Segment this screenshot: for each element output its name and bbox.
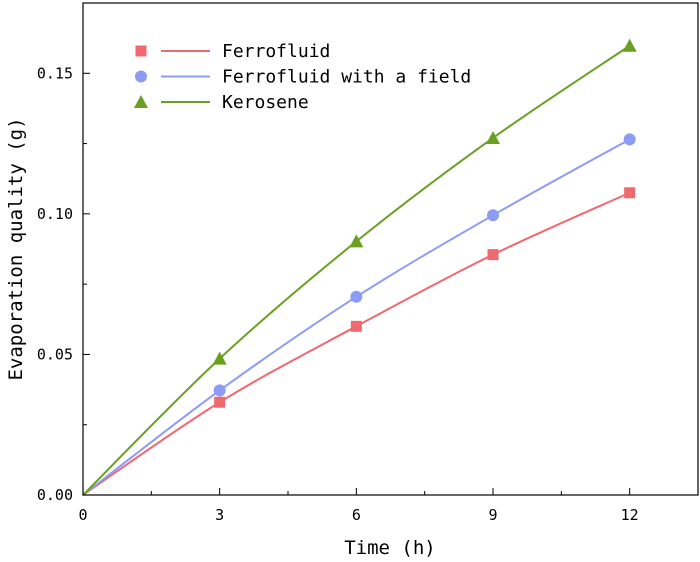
legend-label: Ferrofluid <box>222 41 330 62</box>
x-axis-label: Time (h) <box>344 537 436 559</box>
data-point <box>622 38 637 52</box>
legend-label: Kerosene <box>222 92 309 113</box>
legend-marker <box>135 45 147 57</box>
data-point <box>624 187 636 199</box>
x-tick-label: 9 <box>488 506 497 524</box>
series-layer <box>82 38 637 496</box>
legend-marker <box>134 95 148 108</box>
legend-marker <box>135 70 147 83</box>
x-tick-label: 3 <box>215 506 224 524</box>
legend-label: Ferrofluid with a field <box>222 67 471 88</box>
x-tick-label: 0 <box>78 506 87 524</box>
y-tick-label: 0.05 <box>37 345 73 363</box>
y-tick-label: 0.00 <box>37 486 73 504</box>
data-point <box>350 290 363 303</box>
plot-frame <box>82 2 699 496</box>
data-point <box>212 351 227 365</box>
data-point <box>486 130 500 144</box>
legend: Ferrofluid Ferrofluid with a field Kerosen… <box>134 41 471 113</box>
data-point <box>349 234 364 248</box>
y-tick-label: 0.10 <box>37 205 73 223</box>
x-tick-label: 6 <box>352 506 361 524</box>
ticks-layer: 0 3 6 9 12 0.00 0.05 0.10 0.15 <box>37 2 639 524</box>
data-point <box>623 133 636 146</box>
data-point <box>350 320 362 332</box>
data-point <box>214 396 226 408</box>
y-axis-label: Evaporation quality (g) <box>5 117 27 380</box>
y-tick-label: 0.15 <box>37 64 73 82</box>
data-point <box>487 209 499 222</box>
x-tick-label: 12 <box>621 506 639 524</box>
series-line <box>82 138 631 496</box>
data-point <box>213 384 226 397</box>
series-line <box>82 44 631 496</box>
data-point <box>487 249 499 261</box>
